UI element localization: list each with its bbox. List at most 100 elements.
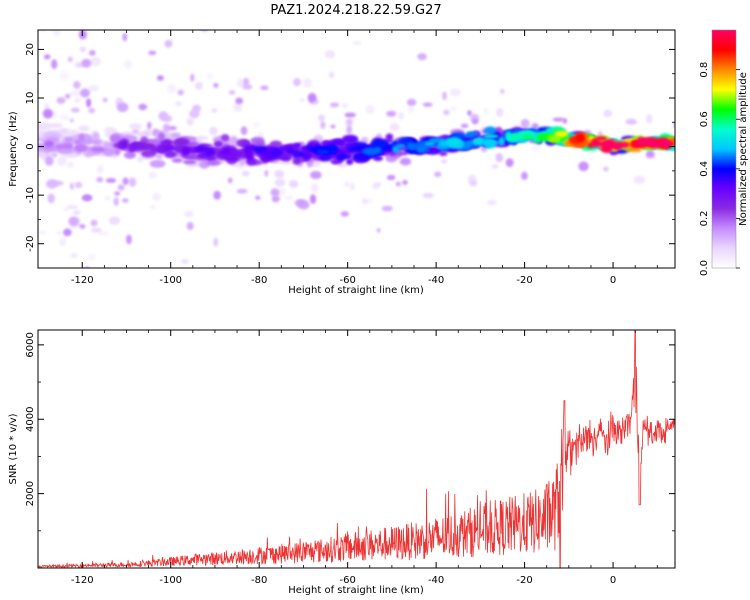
- heatmap-cell: [186, 222, 194, 230]
- heatmap-cell: [235, 97, 244, 105]
- heatmap-cell: [329, 102, 340, 108]
- heatmap-cell: [90, 147, 106, 152]
- heatmap-cell: [83, 8, 92, 14]
- heatmap-cell: [605, 143, 614, 148]
- spectrogram-xtick-label: -20: [516, 275, 532, 286]
- heatmap-cell: [73, 80, 81, 89]
- heatmap-cell: [228, 90, 236, 95]
- heatmap-cell: [646, 150, 655, 158]
- heatmap-cell: [496, 107, 504, 118]
- spectrogram-ylabel: Frequency (Hz): [8, 111, 19, 187]
- heatmap-cell: [270, 140, 282, 148]
- heatmap-cell: [487, 199, 497, 206]
- heatmap-cell: [113, 197, 119, 206]
- heatmap-cell: [440, 159, 448, 164]
- spectrogram-xtick-label: -120: [71, 275, 94, 286]
- heatmap-cell: [69, 311, 80, 319]
- heatmap-cell: [578, 161, 589, 172]
- heatmap-cell: [164, 145, 175, 152]
- spectrogram-xlabel: Height of straight line (km): [288, 285, 424, 296]
- heatmap-cell: [264, 169, 269, 177]
- heatmap-cell: [246, 153, 254, 161]
- heatmap-cell: [646, 114, 653, 124]
- heatmap-cell: [552, 117, 564, 122]
- heatmap-cell: [340, 103, 349, 108]
- heatmap-cell: [164, 39, 173, 48]
- heatmap-cell: [158, 132, 166, 141]
- heatmap-cell: [422, 192, 434, 199]
- heatmap-cell: [331, 138, 346, 147]
- heatmap-cell: [386, 174, 396, 181]
- heatmap-cell: [213, 140, 223, 148]
- heatmap-cell: [241, 170, 250, 177]
- heatmap-cell: [86, 98, 92, 108]
- heatmap-cell: [79, 88, 91, 98]
- heatmap-cell: [60, 288, 67, 295]
- heatmap-cell: [125, 20, 133, 27]
- heatmap-cell: [152, 128, 160, 136]
- heatmap-cell: [114, 191, 121, 196]
- heatmap-cell: [194, 81, 203, 90]
- heatmap-cell: [152, 192, 162, 201]
- colorbar-ticks: 0.0 0.2 0.4 0.6 0.8: [699, 62, 740, 276]
- heatmap-cell: [434, 171, 442, 178]
- heatmap-cell: [562, 118, 568, 124]
- heatmap-cell: [633, 175, 646, 184]
- heatmap-cell: [63, 129, 80, 136]
- heatmap-cell: [69, 118, 74, 123]
- heatmap-cell: [70, 107, 80, 113]
- heatmap-cell: [181, 147, 191, 156]
- heatmap-cell: [362, 197, 368, 205]
- heatmap-cell: [398, 112, 404, 120]
- heatmap-cell: [422, 102, 433, 107]
- heatmap-cell: [253, 145, 267, 153]
- heatmap-cell: [69, 90, 81, 97]
- snr-xtick-label: 0: [610, 575, 616, 586]
- heatmap-cell: [72, 210, 81, 216]
- heatmap-cell: [68, 216, 79, 227]
- heatmap-cell: [206, 72, 214, 80]
- snr-xtick-label: -100: [159, 575, 182, 586]
- heatmap-cell: [523, 134, 534, 140]
- heatmap-cell: [310, 171, 322, 179]
- snr-xtick-label: -60: [339, 575, 355, 586]
- heatmap-cell: [340, 211, 349, 217]
- heatmap-cell: [442, 91, 447, 101]
- heatmap-cell: [184, 153, 203, 161]
- heatmap-cell: [294, 199, 306, 207]
- heatmap-cell: [443, 109, 450, 115]
- heatmap-cell: [531, 145, 541, 152]
- heatmap-cell: [309, 194, 317, 205]
- heatmap-cell: [293, 78, 301, 87]
- heatmap-cell: [299, 97, 305, 103]
- heatmap-cell: [344, 112, 356, 118]
- heatmap-cell: [46, 179, 58, 189]
- snr-xtick-label: -80: [251, 575, 267, 586]
- spectrogram-ytick-label: -10: [25, 187, 36, 203]
- heatmap-cell: [521, 171, 528, 180]
- heatmap-cell: [271, 148, 284, 157]
- heatmap-cell: [74, 181, 83, 189]
- heatmap-cell: [624, 147, 643, 153]
- heatmap-cell: [65, 94, 71, 99]
- heatmap-cell: [270, 188, 280, 197]
- heatmap-cell: [74, 143, 88, 153]
- heatmap-cell: [498, 136, 505, 146]
- spectrogram-frame: [37, 29, 676, 269]
- heatmap-cell: [376, 228, 381, 233]
- heatmap-cell: [90, 228, 103, 233]
- heatmap-cell: [38, 122, 52, 131]
- heatmap-cell: [472, 118, 479, 125]
- heatmap-cell: [260, 85, 269, 91]
- heatmap-cell: [104, 195, 111, 201]
- heatmap-cell: [483, 134, 499, 139]
- heatmap-cell: [122, 177, 129, 186]
- heatmap-cell: [67, 161, 75, 168]
- heatmap-cell: [483, 108, 489, 114]
- heatmap-cell: [59, 114, 70, 121]
- heatmap-cell: [374, 146, 381, 153]
- heatmap-cell: [500, 89, 505, 94]
- colorbar-tick-label: 0.6: [699, 111, 710, 127]
- heatmap-cell: [51, 59, 58, 69]
- heatmap-cell: [406, 98, 417, 106]
